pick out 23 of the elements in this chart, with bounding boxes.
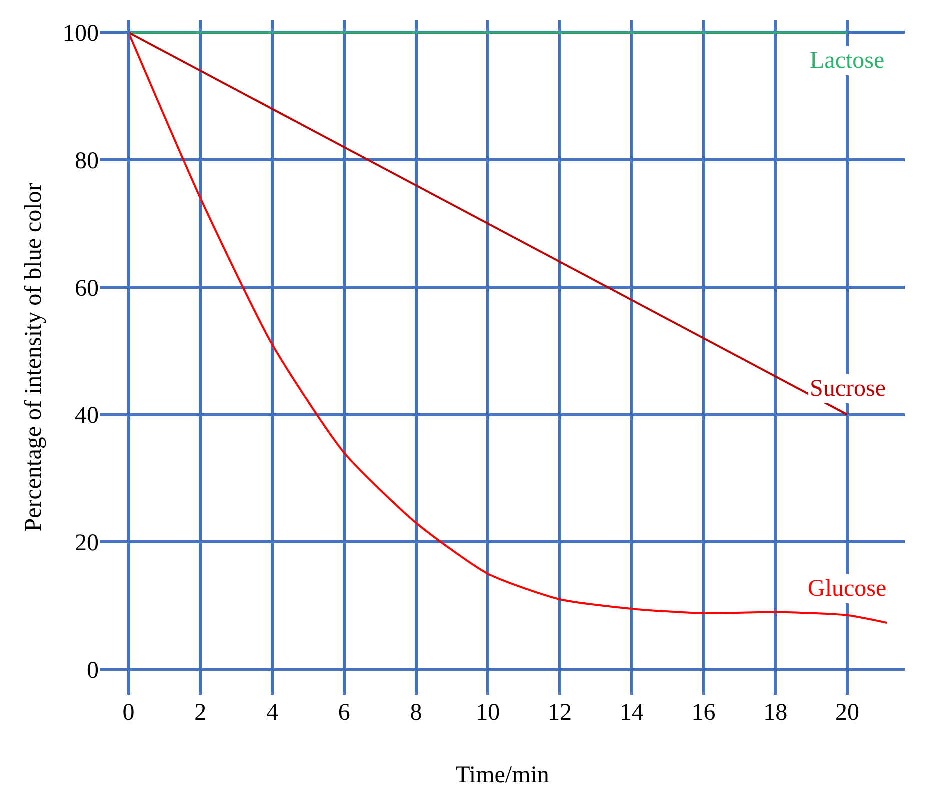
x-tick-label: 12	[548, 700, 572, 726]
x-tick-label: 2	[194, 700, 207, 726]
line-series	[128, 32, 888, 624]
y-tick-label: 80	[75, 148, 99, 174]
y-tick-label: 60	[75, 276, 99, 302]
x-tick-label: 8	[410, 700, 422, 726]
x-tick-label: 10	[476, 700, 500, 726]
x-tick-label: 6	[338, 700, 350, 726]
x-tick-label: 14	[620, 700, 644, 726]
y-tick-label: 20	[75, 530, 99, 557]
series-label: Lactose	[810, 48, 885, 74]
x-tick-label: 0	[122, 700, 135, 726]
y-axis-title: Percentage of intensity of blue color	[21, 183, 48, 532]
y-tick-label: 40	[75, 403, 99, 430]
series-label: Glucose	[808, 576, 887, 602]
x-axis-title: Time/min	[456, 762, 550, 788]
x-tick-label: 20	[836, 700, 860, 726]
y-tick-label: 0	[87, 658, 99, 684]
x-tick-label: 16	[692, 700, 716, 726]
series-label: Sucrose	[810, 376, 886, 402]
x-tick-label: 4	[266, 700, 278, 726]
y-tick-label: 100	[63, 21, 99, 48]
x-tick-label: 18	[764, 700, 788, 726]
